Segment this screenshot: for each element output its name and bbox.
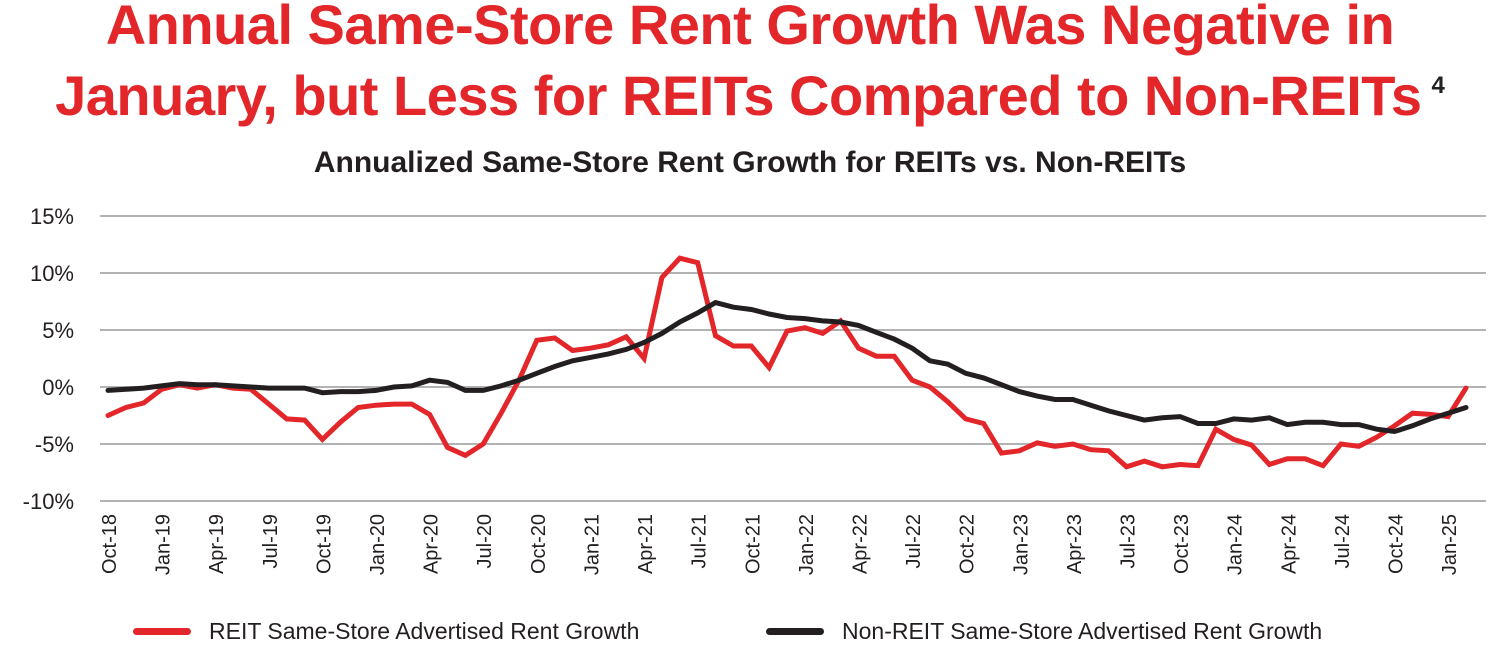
x-tick-label: Jan-21 — [581, 514, 603, 575]
x-tick-label: Apr-22 — [849, 514, 871, 574]
y-tick-label: 10% — [30, 261, 74, 286]
x-tick-label: Apr-21 — [635, 514, 657, 574]
x-tick-label: Jul-19 — [260, 514, 282, 568]
series-lines — [105, 255, 1469, 470]
x-tick-label: Apr-24 — [1278, 514, 1300, 574]
x-tick-label: Oct-18 — [99, 514, 121, 574]
x-tick-label: Oct-23 — [1171, 514, 1193, 574]
title-line-2-text: January, but Less for REITs Compared to … — [55, 64, 1422, 127]
x-tick-label: Oct-20 — [528, 514, 550, 574]
line-chart: 15% 10% 5% 0% -5% -10% Oct-18 Jan-19 Apr-19 Jul-… — [23, 204, 1486, 575]
gridlines — [100, 215, 1486, 502]
title-line-2: January, but Less for REITs Compared to … — [0, 55, 1500, 126]
x-tick-label: Oct-24 — [1386, 514, 1408, 574]
x-tick-label: Oct-22 — [957, 514, 979, 574]
x-tick-label: Apr-19 — [206, 514, 228, 574]
non-reit-series-line — [105, 299, 1469, 435]
x-tick-label: Jan-24 — [1225, 514, 1247, 575]
x-tick-label: Oct-21 — [742, 514, 764, 574]
y-tick-label: 0% — [42, 375, 74, 400]
x-tick-label: Jul-20 — [474, 514, 496, 568]
x-tick-label: Apr-23 — [1064, 514, 1086, 574]
y-tick-label: -10% — [23, 489, 74, 514]
legend-label-non-reit: Non-REIT Same-Store Advertised Rent Grow… — [842, 618, 1323, 644]
y-tick-label: -5% — [35, 432, 74, 457]
x-tick-label: Jul-23 — [1118, 514, 1140, 568]
x-axis-labels: Oct-18 Jan-19 Apr-19 Jul-19 Oct-19 Jan-20 Apr-… — [99, 514, 1461, 575]
legend: REIT Same-Store Advertised Rent Growth N… — [0, 618, 1500, 648]
x-tick-label: Jan-22 — [796, 514, 818, 575]
x-tick-label: Jan-23 — [1010, 514, 1032, 575]
chart-title: Annualized Same-Store Rent Growth for RE… — [313, 146, 1187, 179]
legend-swatch-red-line-icon — [133, 628, 191, 635]
legend-label-reit: REIT Same-Store Advertised Rent Growth — [209, 618, 640, 644]
x-tick-label: Jan-25 — [1439, 514, 1461, 575]
y-axis-labels: 15% 10% 5% 0% -5% -10% — [23, 204, 74, 514]
x-tick-label: Oct-19 — [313, 514, 335, 574]
y-tick-label: 15% — [30, 204, 74, 229]
x-tick-label: Jan-19 — [153, 514, 175, 575]
x-tick-label: Jul-24 — [1332, 514, 1354, 568]
footnote-marker: 4 — [1431, 72, 1445, 99]
x-tick-label: Apr-20 — [421, 514, 443, 574]
page-title: Annual Same-Store Rent Growth Was Negati… — [0, 0, 1500, 126]
y-tick-label: 5% — [42, 318, 74, 343]
x-tick-label: Jul-22 — [903, 514, 925, 568]
reit-series-line — [105, 255, 1469, 470]
legend-swatch-black-line-icon — [766, 628, 824, 635]
x-tick-label: Jan-20 — [367, 514, 389, 575]
legend-item-reit: REIT Same-Store Advertised Rent Growth — [133, 618, 639, 645]
title-line-1: Annual Same-Store Rent Growth Was Negati… — [105, 0, 1395, 56]
x-tick-label: Jul-21 — [689, 514, 711, 568]
legend-item-non-reit: Non-REIT Same-Store Advertised Rent Grow… — [766, 618, 1322, 645]
